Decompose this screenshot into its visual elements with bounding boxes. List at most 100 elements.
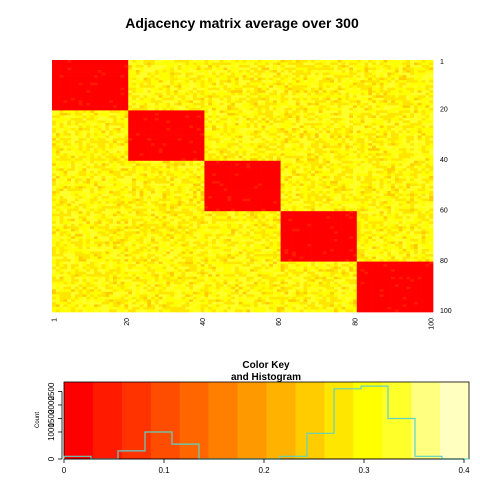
heatmap-cell xyxy=(295,165,300,169)
heatmap-cell xyxy=(173,105,179,109)
heatmap-cell xyxy=(166,173,171,177)
heatmap-cell xyxy=(139,148,144,152)
heatmap-cell xyxy=(295,130,300,134)
heatmap-cell xyxy=(154,155,160,159)
heatmap-cell xyxy=(55,115,60,119)
heatmap-cell xyxy=(292,115,297,119)
heatmap-cell xyxy=(242,180,247,184)
heatmap-cell xyxy=(257,153,262,157)
heatmap-cell xyxy=(391,95,396,99)
heatmap-cell xyxy=(82,163,87,167)
heatmap-cell xyxy=(90,82,95,86)
heatmap-cell xyxy=(116,77,121,81)
heatmap-cell xyxy=(337,112,342,116)
heatmap-cell xyxy=(429,160,434,164)
heatmap-cell xyxy=(162,175,167,179)
heatmap-cell xyxy=(101,148,106,152)
heatmap-cell xyxy=(246,60,251,63)
heatmap-cell xyxy=(406,170,411,174)
heatmap-cell xyxy=(158,75,163,78)
heatmap-cell xyxy=(219,145,224,149)
heatmap-cell xyxy=(158,107,163,111)
heatmap-cell xyxy=(101,95,106,99)
heatmap-cell xyxy=(292,92,297,96)
heatmap-cell xyxy=(307,110,312,114)
heatmap-cell xyxy=(204,65,209,68)
heatmap-cell xyxy=(394,112,400,116)
heatmap-cell xyxy=(147,130,152,134)
heatmap-cell xyxy=(120,170,125,174)
heatmap-cell xyxy=(192,95,198,99)
heatmap-cell xyxy=(402,165,407,169)
heatmap-cell xyxy=(318,168,323,172)
heatmap-cell xyxy=(330,110,335,114)
heatmap-cell xyxy=(116,158,121,162)
heatmap-cell xyxy=(272,72,278,76)
heatmap-cell xyxy=(352,130,358,134)
heatmap-cell xyxy=(204,170,209,174)
heatmap-cell xyxy=(272,92,278,96)
heatmap-cell xyxy=(364,183,369,187)
heatmap-cell xyxy=(215,150,220,154)
heatmap-cell xyxy=(105,138,110,141)
heatmap-cell xyxy=(333,107,339,111)
heatmap-cell xyxy=(311,70,316,73)
heatmap-cell xyxy=(360,168,365,172)
heatmap-cell xyxy=(52,165,57,169)
heatmap-cell xyxy=(391,82,396,86)
heatmap-cell xyxy=(314,105,320,109)
heatmap-cell xyxy=(105,175,110,179)
heatmap-cell xyxy=(208,140,213,144)
heatmap-cell xyxy=(82,143,87,147)
heatmap-cell xyxy=(151,128,156,131)
heatmap-cell xyxy=(223,168,228,172)
heatmap-cell xyxy=(261,125,266,129)
heatmap-cell xyxy=(90,180,95,184)
heatmap-cell xyxy=(192,165,198,169)
heatmap-cell xyxy=(55,178,60,182)
heatmap-cell xyxy=(143,90,148,94)
heatmap-cell xyxy=(421,175,426,179)
heatmap-cell xyxy=(246,70,251,73)
heatmap-cell xyxy=(166,150,171,154)
heatmap-cell xyxy=(280,170,285,174)
heatmap-cell xyxy=(307,148,312,152)
heatmap-cell xyxy=(318,100,323,104)
heatmap-cell xyxy=(55,148,60,152)
heatmap-cell xyxy=(402,80,407,84)
heatmap-cell xyxy=(124,173,129,177)
heatmap-cell xyxy=(379,77,384,81)
heatmap-cell xyxy=(181,155,186,159)
heatmap-cell xyxy=(394,67,400,71)
heatmap-cell xyxy=(78,153,83,157)
heatmap-cell xyxy=(398,105,403,109)
heatmap-cell xyxy=(246,170,251,174)
heatmap-cell xyxy=(63,168,68,172)
heatmap-cell xyxy=(341,95,346,99)
heatmap-cell xyxy=(74,158,80,162)
heatmap-cell xyxy=(143,62,148,66)
heatmap-cell xyxy=(318,175,323,179)
heatmap-cell xyxy=(78,125,83,129)
heatmap-cell xyxy=(109,72,114,76)
heatmap-cell xyxy=(120,65,125,68)
heatmap-cell xyxy=(55,97,60,101)
heatmap-cell xyxy=(368,75,373,78)
heatmap-cell xyxy=(116,90,121,94)
heatmap-cell xyxy=(86,62,91,66)
heatmap-cell xyxy=(322,143,327,147)
heatmap-cell xyxy=(105,143,110,147)
heatmap-cell xyxy=(280,107,285,111)
heatmap-cell xyxy=(356,110,361,114)
heatmap-cell xyxy=(387,65,392,68)
heatmap-cell xyxy=(292,85,297,89)
heatmap-cell xyxy=(402,123,407,126)
heatmap-cell xyxy=(154,140,160,144)
heatmap-cell xyxy=(257,175,262,179)
heatmap-cell xyxy=(52,145,57,149)
heatmap-cell xyxy=(151,123,156,126)
heatmap-cell xyxy=(52,75,57,78)
heatmap-cell xyxy=(364,138,369,141)
heatmap-cell xyxy=(120,97,125,101)
heatmap-cell xyxy=(147,128,152,131)
